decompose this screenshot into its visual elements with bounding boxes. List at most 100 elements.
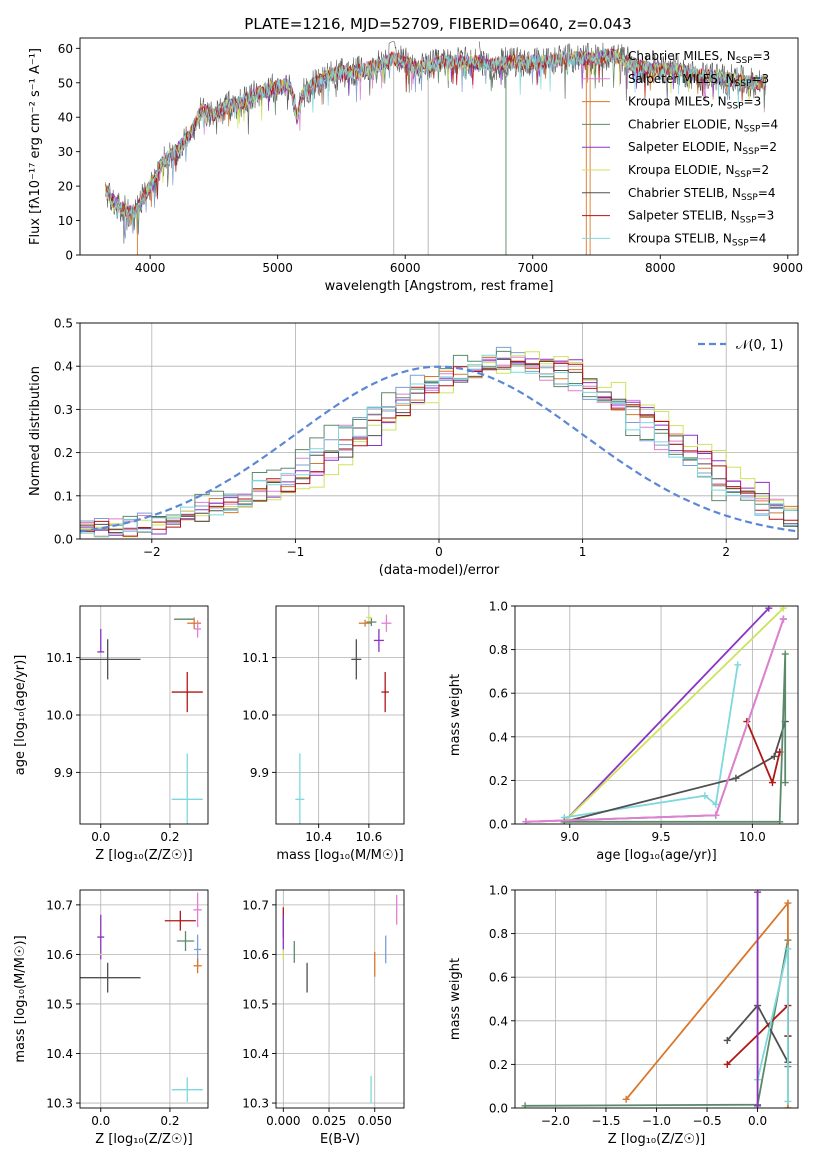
x-tick-label: −2.0 [541,1114,570,1128]
y-tick-label: 0.0 [489,818,508,832]
y-tick-label: 0.4 [489,730,508,744]
mass-weight-line [564,653,787,823]
plot-area [282,894,398,1104]
y-tick-label: 0.5 [54,317,73,331]
x-axis-label: Z [log₁₀(Z/Z☉)] [95,848,192,863]
panels: Chabrier MILES, NSSP=3 Salpeter MILES, NS… [13,37,804,1147]
y-tick-label: 0.8 [489,643,508,657]
y-tick-label: 60 [58,42,73,56]
x-tick-label: −1 [287,545,305,559]
x-tick-label: 0.0 [91,830,110,844]
y-axis-label: mass [log₁₀(M/M☉)] [13,935,28,1062]
x-tick-label: 0.0 [748,1114,767,1128]
x-axis-label: (data-model)/error [379,563,500,578]
plot-area [105,41,767,255]
y-tick-label: 10.6 [46,948,73,962]
y-tick-label: 9.9 [250,766,269,780]
y-tick-label: 0.0 [54,533,73,547]
y-tick-label: 10.1 [46,651,73,665]
figure-title: PLATE=1216, MJD=52709, FIBERID=0640, z=0… [244,15,631,33]
x-tick-label: 7000 [517,261,548,275]
x-tick-label: −0.5 [692,1114,721,1128]
errorbar-point [295,753,305,824]
panel-weight-vs-Z: −2.0 −1.5 −1.0 −0.5 0.0 0.0 0.2 0.4 0.6 0.8 1.0 Z [… [448,884,799,1147]
y-tick-label: 10.7 [46,898,73,912]
x-tick-label: 9.0 [560,830,579,844]
spectrum-line [105,48,767,221]
mass-weight-line [564,721,787,823]
errorbar-point [193,892,202,928]
y-tick-label: 0.4 [489,1014,508,1028]
panel-age-vs-Z: 0.0 0.2 9.9 10.0 10.1 Z [log₁₀(Z/Z☉)] age [log… [13,605,209,863]
y-tick-label: 9.9 [54,766,73,780]
errorbar-point [171,1077,203,1103]
y-tick-label: 0.8 [489,927,508,941]
x-tick-label: 0.025 [312,1114,346,1128]
x-tick-label: 0 [435,545,443,559]
x-axis-label: mass [log₁₀(M/M☉)] [276,848,403,863]
plot-area [80,617,203,824]
errorbar-point [187,617,202,629]
errorbar-point [351,639,362,680]
errorbar-point [381,614,392,632]
y-tick-label: 10.4 [242,1047,269,1061]
x-axis-label: Z [log₁₀(Z/Z☉)] [608,1132,705,1147]
y-tick-label: 40 [58,111,73,125]
mass-weight-line [563,607,770,823]
y-axis-label: Flux [fλ10⁻¹⁷ erg cm⁻² s⁻¹ A⁻¹] [28,48,43,245]
errorbar-point [358,619,372,627]
x-axis-label: age [log₁₀(age/yr)] [596,848,717,863]
y-tick-label: 0.3 [54,403,73,417]
histogram-series [80,360,798,539]
errorbar-point [381,671,389,713]
errorbar-point [366,618,377,627]
errorbar-point [171,753,203,824]
x-tick-label: 2 [722,545,730,559]
errorbar-point [373,628,384,652]
gaussian-curve [80,365,798,533]
y-axis-label: mass weight [448,958,463,1040]
x-tick-label: −1.0 [642,1114,671,1128]
y-tick-label: 10.6 [242,948,269,962]
y-tick-label: 10.0 [242,709,269,723]
errorbar-point [194,620,202,638]
y-tick-label: 0.6 [489,687,508,701]
y-axis-label: Normed distribution [28,366,43,496]
y-tick-label: 10.1 [242,651,269,665]
x-tick-label: 10.0 [739,830,766,844]
x-tick-label: 6000 [390,261,421,275]
spectrum-line [105,48,767,235]
x-axis-label: Z [log₁₀(Z/Z☉)] [95,1132,192,1147]
y-tick-label: 1.0 [489,600,508,614]
x-tick-label: 9000 [773,261,804,275]
x-tick-label: 0.050 [358,1114,392,1128]
legend-label: Chabrier MILES, NSSP=3 [628,49,770,66]
y-tick-label: 10.5 [242,997,269,1011]
axes-frame [79,889,209,1109]
panel-spectrum: Chabrier MILES, NSSP=3 Salpeter MILES, NS… [28,37,804,294]
y-tick-label: 0.4 [54,360,73,374]
x-tick-label: −2 [143,545,161,559]
y-tick-label: 0.6 [489,971,508,985]
y-tick-label: 1.0 [489,884,508,898]
y-tick-label: 0.2 [489,774,508,788]
x-tick-label: −1.5 [591,1114,620,1128]
x-tick-label: 10.4 [305,830,332,844]
panel-age-vs-mass: 10.4 10.6 9.9 10.0 10.1 mass [log₁₀(M/M☉)] [242,605,405,863]
plot-area [295,614,392,824]
plot-area [80,892,203,1103]
errorbar-point [80,639,141,680]
x-tick-label: 0.2 [160,1114,179,1128]
y-tick-label: 50 [58,76,73,90]
errorbar-point [164,910,196,931]
y-tick-label: 10.5 [46,997,73,1011]
x-tick-label: 0.000 [266,1114,300,1128]
x-tick-label: 1 [579,545,587,559]
panel-mass-vs-Z: 0.0 0.2 10.3 10.4 10.5 10.6 10.7 Z [log₁₀(Z/Z☉)… [13,889,209,1147]
errorbar-point [176,931,195,951]
y-tick-label: 0 [65,249,73,263]
y-tick-label: 10.7 [242,898,269,912]
errorbar-point [97,914,105,960]
y-tick-label: 0.1 [54,489,73,503]
